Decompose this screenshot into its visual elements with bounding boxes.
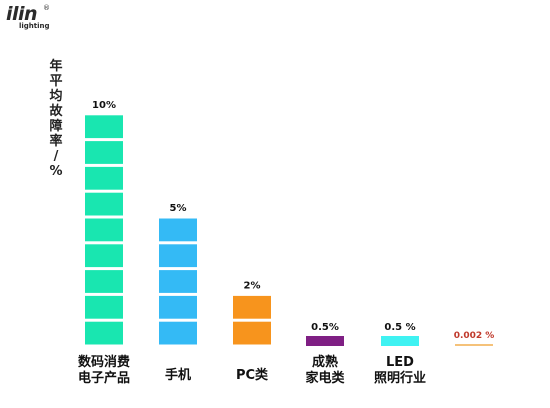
category-label-2: PC类 [236,367,269,383]
logo-wordmark: ilin [6,3,38,25]
bar-1-segment-0 [159,321,197,345]
data-label-1: 5% [170,203,187,214]
data-label-2: 2% [244,280,261,291]
bar-1-segment-3 [159,244,197,268]
category-label-1: 手机 [165,367,191,383]
bar-0-segment-4 [85,218,123,242]
bar-0-segment-7 [85,141,123,164]
category-label-0: 数码消费电子产品 [78,354,130,386]
bar-0-segment-1 [85,295,123,319]
category-label-3: 成熟家电类 [305,354,345,386]
data-label-3: 0.5% [311,322,339,333]
bar-0-segment-5 [85,192,123,216]
bar-4 [381,336,419,346]
bar-0-segment-8 [85,115,123,139]
data-label-0: 10% [92,100,116,111]
bar-2-segment-1 [233,295,271,319]
bar-3 [306,336,344,346]
data-label-5: 0.002 % [454,331,495,341]
data-label-4: 0.5 % [384,322,415,333]
category-label-4: LED 照明行业 [374,355,426,386]
bar-0-segment-0 [85,321,123,345]
bar-5 [455,344,493,346]
bar-0-segment-6 [85,166,123,190]
logo-registered-mark: ® [43,4,50,12]
bar-2-segment-0 [233,321,271,345]
y-axis-label: 年平均故障率/% [49,58,63,179]
bar-1-segment-4 [159,218,197,242]
bar-0-segment-2 [85,270,123,293]
ilin-logo: ilin ® lighting [6,4,50,32]
logo-subtitle: lighting [19,22,50,30]
bar-1-segment-2 [159,270,197,293]
bar-0-segment-3 [85,244,123,268]
bar-1-segment-1 [159,295,197,319]
